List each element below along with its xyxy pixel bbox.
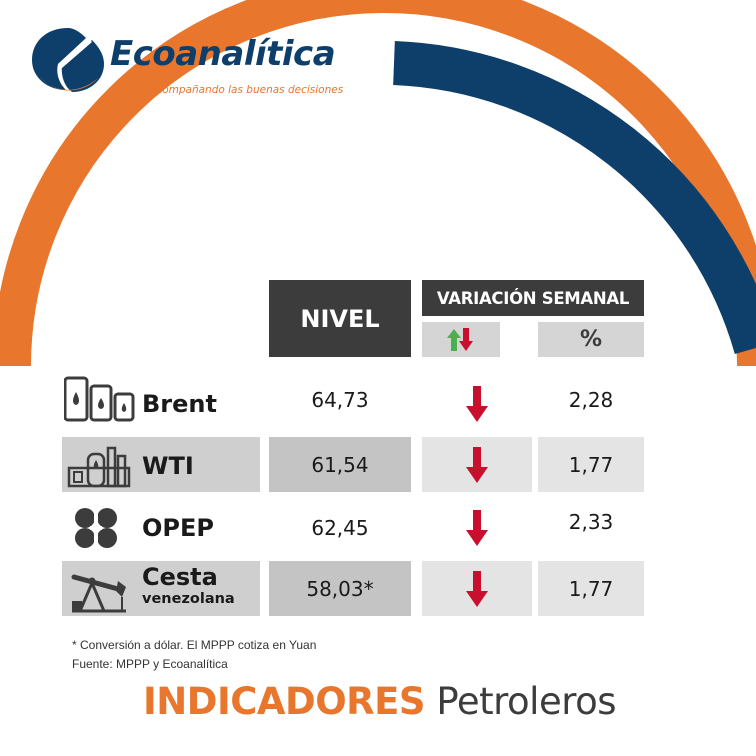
row-cesta-name: Cesta <box>142 563 218 591</box>
row-opep-name: OPEP <box>142 514 214 542</box>
row-opep-label: OPEP <box>62 500 262 556</box>
header-variation: VARIACIÓN SEMANAL <box>422 280 644 316</box>
refinery-icon <box>67 446 131 488</box>
row-brent-name: Brent <box>142 390 217 418</box>
oil-barrels-icon <box>64 376 135 422</box>
page-title: INDICADORES Petroleros <box>143 680 617 723</box>
row-wti-value: 61,54 <box>269 437 411 492</box>
down-arrow-icon <box>466 446 488 483</box>
row-cesta-label: Cesta venezolana <box>62 561 260 616</box>
brand-tagline: acompañando las buenas decisiones <box>150 84 344 96</box>
up-down-arrows-icon <box>447 327 473 351</box>
header-level: NIVEL <box>269 280 411 357</box>
down-arrow-icon <box>466 386 488 422</box>
ecoanalitica-logo-icon <box>32 28 104 92</box>
row-wti-name: WTI <box>142 452 194 480</box>
header-direction <box>422 322 500 357</box>
footnote-conversion: * Conversión a dólar. El MPPP cotiza en … <box>72 638 317 652</box>
header-percent: % <box>538 322 644 357</box>
row-opep-value: 62,45 <box>311 516 369 540</box>
row-brent-direction <box>422 376 532 432</box>
row-brent-label: Brent <box>62 374 262 430</box>
row-brent-percent: 2,28 <box>568 388 614 412</box>
navy-arc <box>393 41 756 355</box>
down-arrow-icon <box>466 510 488 546</box>
oil-pump-jack-icon <box>71 574 126 613</box>
down-arrow-icon <box>466 570 488 607</box>
row-opep-direction <box>422 500 532 556</box>
row-brent-value: 64,73 <box>311 388 369 412</box>
footnote-source: Fuente: MPPP y Ecoanalítica <box>72 657 228 671</box>
title-highlight: INDICADORES <box>143 680 426 723</box>
orange-arc <box>0 0 756 367</box>
brand-name: Ecoanalítica <box>110 34 336 74</box>
row-wti-label: WTI <box>62 437 260 492</box>
title-rest: Petroleros <box>436 680 617 723</box>
row-cesta-direction <box>422 561 532 616</box>
row-wti-percent: 1,77 <box>538 437 644 492</box>
row-cesta-subname: venezolana <box>142 591 235 607</box>
row-cesta-percent: 1,77 <box>538 561 644 616</box>
row-opep-percent: 2,33 <box>568 510 614 534</box>
row-cesta-value: 58,03* <box>269 561 411 616</box>
opec-logo-icon <box>75 508 117 548</box>
row-wti-direction <box>422 437 532 492</box>
